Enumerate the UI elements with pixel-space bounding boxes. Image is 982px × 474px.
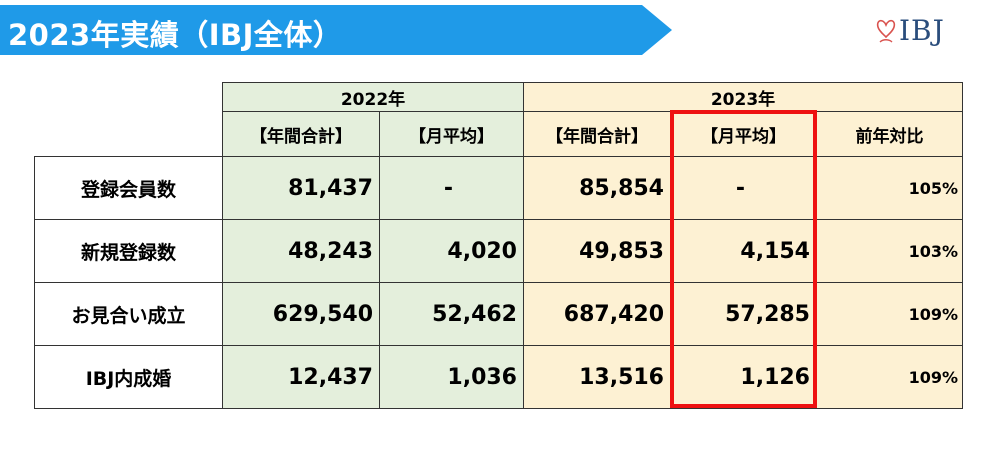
cell-2023-monthly: 1,126	[670, 345, 817, 409]
year-header-row: 2022年 2023年	[34, 82, 963, 157]
header-2023-monthly: 【月平均】	[670, 111, 817, 157]
cell-2023-monthly: 4,154	[670, 219, 817, 283]
cell-2023-annual: 687,420	[523, 282, 671, 346]
cell-2023-annual: 85,854	[523, 156, 671, 220]
header-2022-monthly: 【月平均】	[379, 111, 524, 157]
row-label: 登録会員数	[34, 156, 223, 220]
page-title: 2023年実績（IBJ全体）	[8, 18, 343, 52]
cell-2022-monthly: -	[379, 156, 524, 220]
cell-yoy: 109%	[816, 345, 963, 409]
cell-yoy: 103%	[816, 219, 963, 283]
heart-icon	[876, 19, 896, 43]
cell-2023-monthly: -	[670, 156, 817, 220]
year-2022-header: 2022年	[222, 82, 524, 112]
cell-2022-monthly: 4,020	[379, 219, 524, 283]
table-row: IBJ内成婚 12,437 1,036 13,516 1,126 109%	[34, 345, 963, 409]
cell-2022-annual: 629,540	[222, 282, 380, 346]
sub-header-row: 【年間合計】 【月平均】 【年間合計】 【月平均】 前年対比	[35, 111, 963, 157]
results-table: 2022年 2023年 【年間合計】 【月平均】 【年間合計】 【月平均】 前年…	[34, 82, 963, 409]
cell-2022-annual: 12,437	[222, 345, 380, 409]
header-2022-annual: 【年間合計】	[222, 111, 380, 157]
corner-cell	[34, 82, 223, 157]
logo-text: IBJ	[899, 13, 945, 47]
ibj-logo: IBJ	[876, 8, 968, 52]
cell-2022-monthly: 52,462	[379, 282, 524, 346]
row-label: お見合い成立	[34, 282, 223, 346]
table-row: 登録会員数 81,437 - 85,854 - 105%	[34, 156, 963, 220]
header-2023-annual: 【年間合計】	[523, 111, 671, 157]
year-2023-header: 2023年	[523, 82, 963, 112]
cell-2023-monthly: 57,285	[670, 282, 817, 346]
table-row: 新規登録数 48,243 4,020 49,853 4,154 103%	[34, 219, 963, 283]
cell-2023-annual: 13,516	[523, 345, 671, 409]
row-label: IBJ内成婚	[34, 345, 223, 409]
cell-2022-monthly: 1,036	[379, 345, 524, 409]
cell-yoy: 105%	[816, 156, 963, 220]
title-banner: 2023年実績（IBJ全体）	[0, 5, 672, 55]
cell-2022-annual: 48,243	[222, 219, 380, 283]
cell-yoy: 109%	[816, 282, 963, 346]
row-label: 新規登録数	[34, 219, 223, 283]
table-row: お見合い成立 629,540 52,462 687,420 57,285 109…	[34, 282, 963, 346]
header-yoy: 前年対比	[816, 111, 963, 157]
cell-2023-annual: 49,853	[523, 219, 671, 283]
cell-2022-annual: 81,437	[222, 156, 380, 220]
